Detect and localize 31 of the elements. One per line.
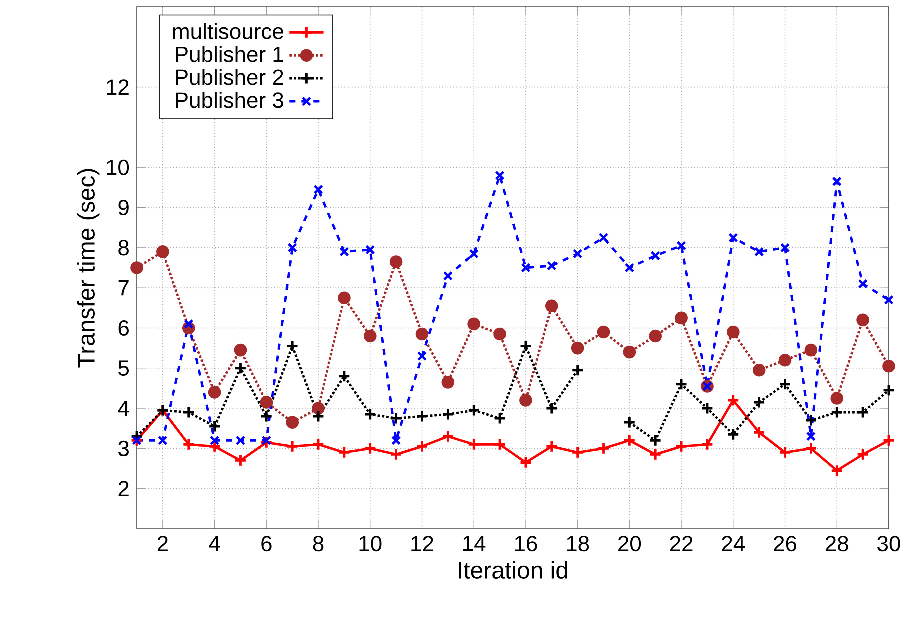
y-tick-label: 6: [118, 320, 129, 336]
x-tick-label: 16: [515, 536, 538, 552]
x-axis-title: Iteration id: [459, 561, 568, 579]
y-tick-label: 12: [107, 80, 129, 95]
y-tick-label: 3: [118, 440, 129, 456]
y-tick-label: 8: [118, 240, 129, 256]
x-tick-label: 22: [670, 536, 693, 552]
x-tick-label: 30: [878, 536, 900, 552]
x-tick-label: 18: [567, 536, 590, 552]
legend-label: Publisher 3: [176, 92, 284, 108]
x-tick-label: 28: [826, 536, 848, 552]
y-tick-label: 10: [107, 160, 130, 176]
legend-label: Publisher 2: [176, 69, 284, 86]
x-tick-label: 24: [722, 536, 745, 552]
x-tick-label: 12: [412, 536, 434, 552]
y-axis-title: Transfer time (sec): [77, 169, 100, 368]
x-tick-label: 6: [262, 536, 272, 552]
legend-label: Publisher 1: [176, 46, 284, 62]
x-tick-label: 10: [360, 536, 382, 552]
y-tick-label: 7: [118, 280, 129, 296]
x-tick-label: 14: [464, 536, 486, 552]
x-tick-label: 2: [158, 536, 168, 552]
y-tick-label: 5: [118, 360, 129, 376]
y-tick-label: 2: [118, 481, 129, 497]
x-tick-label: 26: [774, 536, 797, 552]
x-tick-label: 4: [209, 536, 220, 552]
x-tick-label: 8: [313, 536, 324, 552]
y-tick-label: 4: [118, 400, 130, 416]
x-tick-label: 20: [618, 536, 642, 552]
y-tick-label: 9: [118, 200, 129, 216]
legend-label: multisource: [173, 23, 284, 40]
